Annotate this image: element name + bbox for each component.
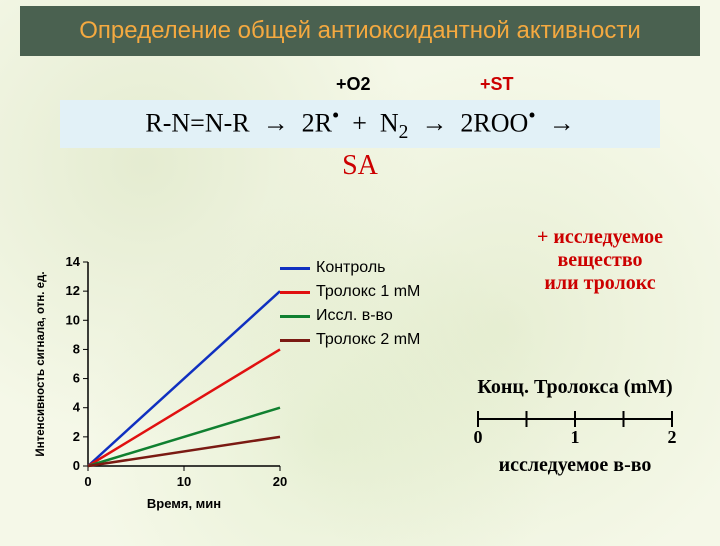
svg-text:2: 2: [73, 429, 80, 444]
annotation-o2-label: +O: [336, 74, 361, 94]
legend-label: Иссл. в-во: [316, 304, 393, 328]
sample-note: + исследуемое вещество или тролокс: [510, 226, 690, 295]
svg-text:1: 1: [571, 427, 580, 445]
reaction-sa: SA: [0, 150, 720, 182]
reaction-block: +O2 +ST R-N=N-R → 2R• + N2 → 2ROO• → SA: [0, 100, 720, 182]
legend-item: Тролокс 1 mM: [280, 280, 420, 304]
legend-item: Контроль: [280, 256, 420, 280]
sample-note-l1: + исследуемое: [510, 226, 690, 249]
svg-text:6: 6: [73, 371, 80, 386]
chart-svg: 0 2 4 6 8 10 12 14 0 10 20 Время, мин Интенсивность …: [30, 256, 290, 516]
conc-title: Конц. Тролокса (mM): [460, 376, 690, 399]
svg-text:14: 14: [66, 256, 81, 269]
annotation-o2: +O2: [336, 74, 371, 95]
annotation-st: +ST: [480, 74, 514, 95]
svg-text:0: 0: [73, 458, 80, 473]
svg-text:Время, мин: Время, мин: [147, 496, 221, 511]
concentration-scale: Конц. Тролокса (mM) 0 1 2 исследуемое в-во: [460, 376, 690, 477]
legend-item: Иссл. в-во: [280, 304, 420, 328]
annotation-o2-sub: 2: [361, 74, 371, 94]
svg-text:Интенсивность сигнала, отн. ед: Интенсивность сигнала, отн. ед.: [35, 271, 47, 456]
legend-color: [280, 291, 310, 294]
legend-color: [280, 315, 310, 318]
svg-text:0: 0: [84, 474, 91, 489]
conc-axis: 0 1 2: [460, 405, 690, 445]
legend-label: Тролокс 2 mM: [316, 328, 420, 352]
reaction-equation: R-N=N-R → 2R• + N2 → 2ROO• →: [60, 100, 660, 148]
conc-bottom-label: исследуемое в-во: [460, 454, 690, 477]
svg-text:2: 2: [668, 427, 677, 445]
legend-item: Тролокс 2 mM: [280, 328, 420, 352]
chart-legend: КонтрольТролокс 1 mMИссл. в-воТролокс 2 …: [280, 256, 420, 352]
svg-text:12: 12: [66, 283, 80, 298]
page-title: Определение общей антиоксидантной активн…: [20, 6, 700, 56]
legend-color: [280, 339, 310, 342]
sample-note-l2: вещество: [510, 249, 690, 272]
legend-label: Контроль: [316, 256, 386, 280]
svg-text:4: 4: [73, 400, 81, 415]
legend-label: Тролокс 1 mM: [316, 280, 420, 304]
svg-text:0: 0: [474, 427, 483, 445]
legend-color: [280, 267, 310, 270]
svg-text:20: 20: [273, 474, 287, 489]
svg-text:8: 8: [73, 341, 80, 356]
sample-note-l3: или тролокс: [510, 272, 690, 295]
svg-text:10: 10: [177, 474, 191, 489]
svg-text:10: 10: [66, 312, 80, 327]
